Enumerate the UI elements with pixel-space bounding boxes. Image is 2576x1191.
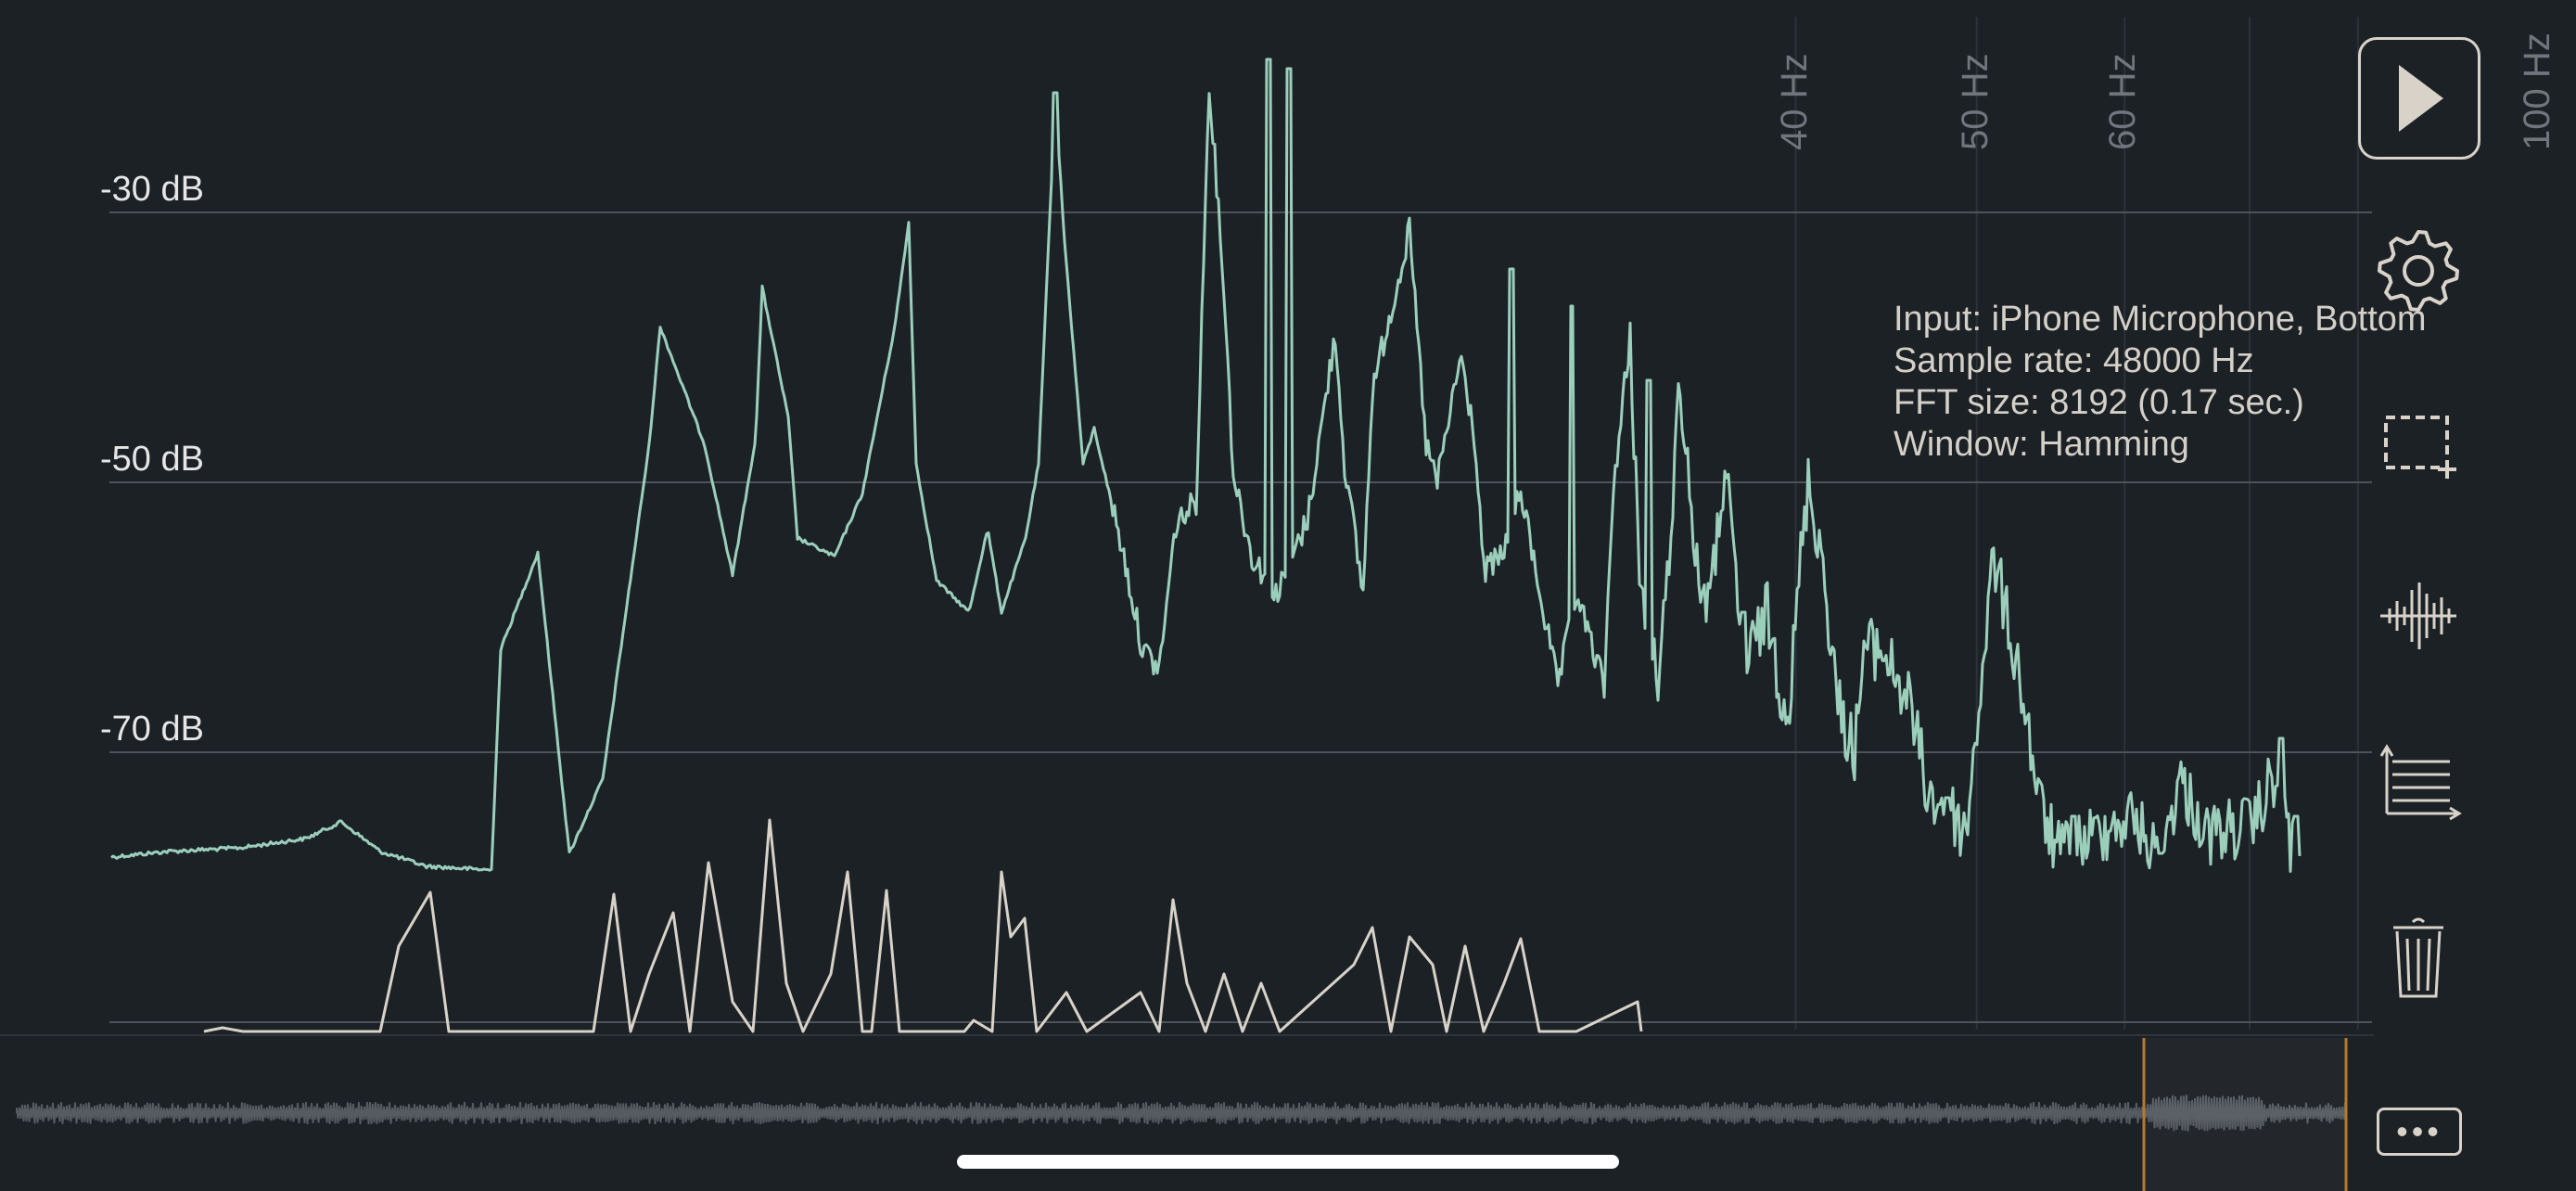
trash-icon [2393, 917, 2443, 998]
info-fft-size: FFT size: 8192 (0.17 sec.) [1894, 383, 2304, 422]
info-input: Input: iPhone Microphone, Bottom [1894, 300, 2427, 339]
db-label-minus-30: -30 dB [100, 170, 204, 209]
selection-region[interactable] [2144, 1038, 2346, 1191]
frequency-label: 50 Hz [1954, 53, 1996, 151]
more-icon: ••• [2396, 1112, 2442, 1150]
selection-button[interactable] [2355, 382, 2481, 508]
more-button[interactable]: ••• [2377, 1108, 2462, 1156]
axis-scale-button[interactable] [2355, 720, 2481, 846]
frequency-label: 40 Hz [1773, 53, 1815, 151]
waveform-button[interactable] [2355, 553, 2481, 679]
secondary-spectrum-line [203, 818, 1643, 1033]
play-button[interactable] [2358, 37, 2480, 160]
gear-icon [2378, 230, 2459, 312]
spectrum-plot[interactable] [0, 0, 2374, 1034]
db-label-minus-70: -70 dB [100, 710, 204, 749]
home-indicator [957, 1155, 1619, 1169]
info-sample-rate: Sample rate: 48000 Hz [1894, 341, 2254, 380]
play-icon [2399, 65, 2443, 132]
recording-waveform[interactable] [0, 1034, 2576, 1191]
settings-button[interactable] [2355, 208, 2481, 334]
frequency-label: 60 Hz [2102, 53, 2144, 151]
waveform-icon [2380, 583, 2456, 649]
current-spectrum-line [110, 58, 2302, 873]
frequency-label: 100 Hz [2517, 32, 2557, 150]
analysis-info: Input: iPhone Microphone, Bottom Sample … [1894, 299, 2427, 466]
delete-button[interactable] [2355, 896, 2481, 1022]
waveform-line [16, 1095, 2348, 1132]
info-window: Window: Hamming [1894, 425, 2189, 464]
selection-icon [2384, 416, 2456, 479]
axis-scale-icon [2379, 744, 2462, 821]
db-label-minus-50: -50 dB [100, 440, 204, 479]
